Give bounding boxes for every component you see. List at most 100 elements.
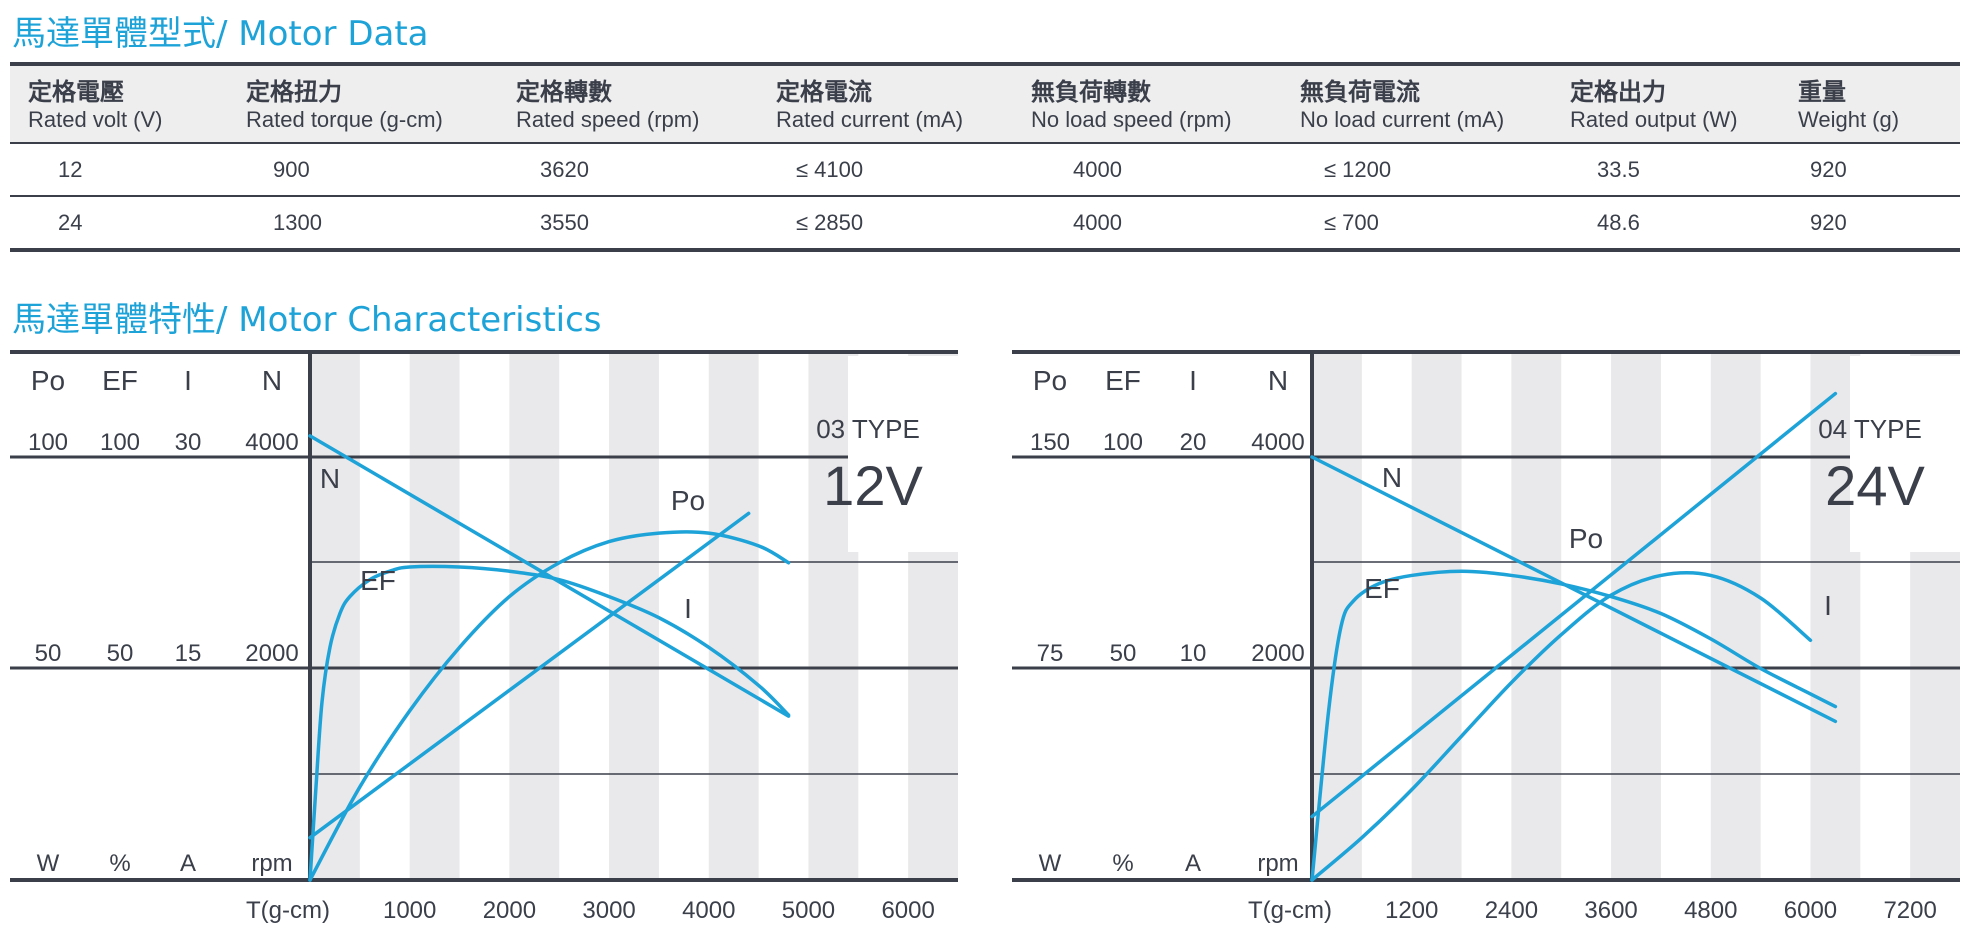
axis-top-value: 150 — [1030, 429, 1070, 456]
axis-top-value: 4000 — [1251, 429, 1304, 456]
series-line-n — [1310, 455, 1838, 724]
x-tick-label: 6000 — [881, 897, 934, 924]
axis-header-label: I — [184, 365, 192, 396]
chart-band — [1710, 352, 1761, 880]
axis-mid-value: 10 — [1180, 640, 1207, 667]
axis-mid-value: 50 — [1110, 640, 1137, 667]
axis-top-value: 100 — [28, 429, 68, 456]
table-cell: ≤ 4100 — [758, 142, 1013, 196]
series-line-po — [1310, 571, 1813, 882]
axis-mid-value: 50 — [107, 640, 134, 667]
axis-header-label: I — [1189, 365, 1197, 396]
axis-unit-label: rpm — [1257, 850, 1298, 877]
series-label: N — [320, 463, 340, 494]
chart-type-label: 04 TYPE — [1818, 414, 1922, 444]
chart-voltage-label: 24V — [1825, 454, 1925, 517]
header-label-en: Rated output (W) — [1570, 107, 1738, 132]
series-label: Po — [1569, 523, 1603, 554]
header-label-en: Rated current (mA) — [776, 107, 964, 132]
series-line-ef — [1310, 569, 1838, 882]
table-cell: ≤ 1200 — [1282, 142, 1552, 196]
series-line-i — [1310, 391, 1838, 819]
motor-data-table: 定格電壓 Rated volt (V) 定格扭力 Rated torque (g-cm… — [10, 62, 1960, 252]
axis-header-label: EF — [1105, 365, 1141, 396]
axis-unit-label: % — [1112, 850, 1133, 877]
header-label-en: No load speed (rpm) — [1031, 107, 1232, 132]
table-header-cell: 重量 Weight (g) — [1780, 64, 1960, 143]
axis-top-value: 4000 — [245, 429, 298, 456]
table-cell: ≤ 700 — [1282, 195, 1552, 252]
header-label-zh: 定格扭力 — [246, 78, 342, 106]
chart-type-label: 03 TYPE — [816, 414, 920, 444]
table-cell: 900 — [228, 142, 498, 196]
table-cell: 33.5 — [1552, 142, 1780, 196]
series-line-ef — [308, 564, 791, 882]
axis-unit-label: % — [109, 850, 130, 877]
axis-unit-label: rpm — [251, 850, 292, 877]
x-tick-label: 3600 — [1584, 897, 1637, 924]
axis-header-label: N — [1268, 365, 1288, 396]
chart-band — [409, 352, 460, 880]
axis-unit-label: W — [37, 850, 60, 877]
table-cell: 4000 — [1013, 142, 1282, 196]
x-tick-label: 2400 — [1485, 897, 1538, 924]
x-tick-label: 4000 — [682, 897, 735, 924]
series-label: EF — [360, 565, 396, 596]
axis-mid-value: 75 — [1037, 640, 1064, 667]
header-label-zh: 重量 — [1798, 78, 1846, 106]
section-title-motor-data: 馬達單體型式/ Motor Data — [12, 14, 429, 54]
table-cell: ≤ 2850 — [758, 195, 1013, 252]
series-label: I — [1824, 590, 1832, 621]
series-line-i — [308, 511, 751, 840]
header-label-zh: 定格電流 — [776, 78, 872, 106]
table-cell: 3620 — [498, 142, 758, 196]
axis-top-value: 30 — [175, 429, 202, 456]
axis-header-label: EF — [102, 365, 138, 396]
table-header-cell: 定格電壓 Rated volt (V) — [10, 64, 228, 143]
x-tick-label: 5000 — [782, 897, 835, 924]
axis-top-value: 100 — [1103, 429, 1143, 456]
table-header-row: 定格電壓 Rated volt (V) 定格扭力 Rated torque (g-cm… — [10, 64, 1960, 143]
x-tick-label: 6000 — [1784, 897, 1837, 924]
chart-band — [1611, 352, 1661, 880]
axis-top-value: 100 — [100, 429, 140, 456]
header-label-zh: 無負荷電流 — [1300, 78, 1420, 106]
header-label-zh: 定格出力 — [1570, 78, 1666, 106]
header-label-zh: 定格轉數 — [516, 78, 612, 106]
table-body: 12 900 3620 ≤ 4100 4000 ≤ 1200 33.5 920 24 1300 35… — [10, 142, 1960, 252]
table-row: 12 900 3620 ≤ 4100 4000 ≤ 1200 33.5 920 — [10, 142, 1960, 196]
axis-unit-label: A — [1185, 850, 1201, 877]
axis-header-label: Po — [31, 365, 65, 396]
axis-unit-label: A — [180, 850, 196, 877]
table-row: 24 1300 3550 ≤ 2850 4000 ≤ 700 48.6 920 — [10, 195, 1960, 252]
header-label-en: Rated speed (rpm) — [516, 107, 700, 132]
chart-band — [1511, 352, 1562, 880]
header-label-zh: 無負荷轉數 — [1031, 78, 1151, 106]
header-label-zh: 定格電壓 — [28, 78, 124, 106]
table-header-cell: 定格扭力 Rated torque (g-cm) — [228, 64, 498, 143]
header-label-en: Weight (g) — [1798, 107, 1900, 132]
series-label: I — [684, 593, 692, 624]
series-label: Po — [671, 485, 705, 516]
table-cell: 3550 — [498, 195, 758, 252]
x-axis-label: T(g-cm) — [246, 897, 330, 924]
x-tick-label: 3000 — [582, 897, 635, 924]
table-cell: 48.6 — [1552, 195, 1780, 252]
chart-voltage-label: 12V — [823, 454, 923, 517]
table-header-cell: 無負荷電流 No load current (mA) — [1282, 64, 1552, 143]
chart-band — [509, 352, 560, 880]
axis-unit-label: W — [1039, 850, 1062, 877]
x-tick-label: 7200 — [1883, 897, 1936, 924]
table-cell: 1300 — [228, 195, 498, 252]
table-cell: 24 — [10, 195, 228, 252]
axis-top-value: 20 — [1180, 429, 1207, 456]
x-tick-label: 1200 — [1385, 897, 1438, 924]
header-label-en: Rated volt (V) — [28, 107, 163, 132]
axis-mid-value: 50 — [35, 640, 62, 667]
type-label-box — [1850, 356, 1960, 552]
table-header-cell: 定格轉數 Rated speed (rpm) — [498, 64, 758, 143]
x-tick-label: 1000 — [383, 897, 436, 924]
header-label-en: Rated torque (g-cm) — [246, 107, 443, 132]
table-cell: 4000 — [1013, 195, 1282, 252]
